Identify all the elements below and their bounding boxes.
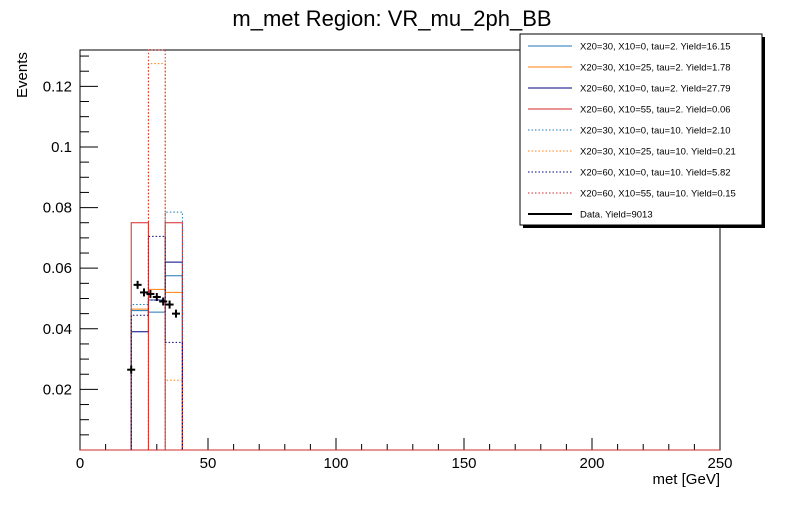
series-histogram-line bbox=[130, 275, 183, 450]
x-tick-label: 150 bbox=[451, 455, 476, 472]
series-histogram-line bbox=[130, 222, 183, 451]
x-tick-label: 0 bbox=[76, 455, 84, 472]
x-tick-label: 250 bbox=[707, 455, 732, 472]
data-point bbox=[127, 365, 136, 374]
axis-ticks: 0 50 100 150 200 250 0.02 0.04 0.06 0.08 0.1 0.12 bbox=[43, 55, 733, 472]
y-tick-label: 0.1 bbox=[51, 139, 72, 156]
series-histogram-line bbox=[130, 288, 183, 450]
data-point bbox=[165, 300, 174, 309]
series-histogram-line bbox=[131, 49, 183, 451]
legend-label: X20=30, X10=0, tau=2. Yield=16.15 bbox=[580, 42, 731, 53]
legend-label: X20=60, X10=0, tau=2. Yield=27.79 bbox=[580, 84, 731, 95]
legend-label: X20=60, X10=0, tau=10. Yield=5.82 bbox=[580, 168, 731, 179]
x-tick-label: 100 bbox=[323, 455, 348, 472]
data-point bbox=[159, 297, 168, 306]
legend: X20=30, X10=0, tau=2. Yield=16.15 X20=30,… bbox=[519, 33, 765, 228]
y-tick-label: 0.08 bbox=[43, 200, 72, 217]
data-point bbox=[146, 289, 155, 298]
x-tick-label: 200 bbox=[579, 455, 604, 472]
data-point bbox=[152, 292, 161, 301]
data-points-layer bbox=[127, 280, 180, 374]
y-tick-label: 0.06 bbox=[43, 260, 72, 277]
chart-title: m_met Region: VR_mu_2ph_BB bbox=[232, 6, 551, 31]
y-tick-label: 0.04 bbox=[43, 321, 72, 338]
series-histogram-line bbox=[131, 63, 183, 451]
legend-label: X20=60, X10=55, tau=2. Yield=0.06 bbox=[580, 105, 731, 116]
series-histogram-line bbox=[130, 211, 183, 450]
legend-label: X20=30, X10=25, tau=2. Yield=1.78 bbox=[580, 63, 731, 74]
legend-label: X20=30, X10=0, tau=10. Yield=2.10 bbox=[580, 126, 731, 137]
legend-label: Data. Yield=9013 bbox=[580, 210, 653, 221]
legend-label: X20=60, X10=55, tau=10. Yield=0.15 bbox=[580, 189, 736, 200]
data-point bbox=[172, 309, 180, 318]
y-tick-label: 0.12 bbox=[43, 78, 72, 95]
y-axis-label: Events bbox=[14, 52, 31, 98]
x-axis-label: met [GeV] bbox=[652, 471, 720, 488]
x-tick-label: 50 bbox=[200, 455, 217, 472]
series-histogram-line bbox=[130, 261, 183, 450]
legend-label: X20=30, X10=25, tau=10. Yield=0.21 bbox=[580, 147, 736, 158]
data-point bbox=[133, 280, 142, 289]
y-tick-label: 0.02 bbox=[43, 381, 72, 398]
series-histogram-line bbox=[130, 235, 183, 450]
data-point bbox=[140, 288, 148, 297]
